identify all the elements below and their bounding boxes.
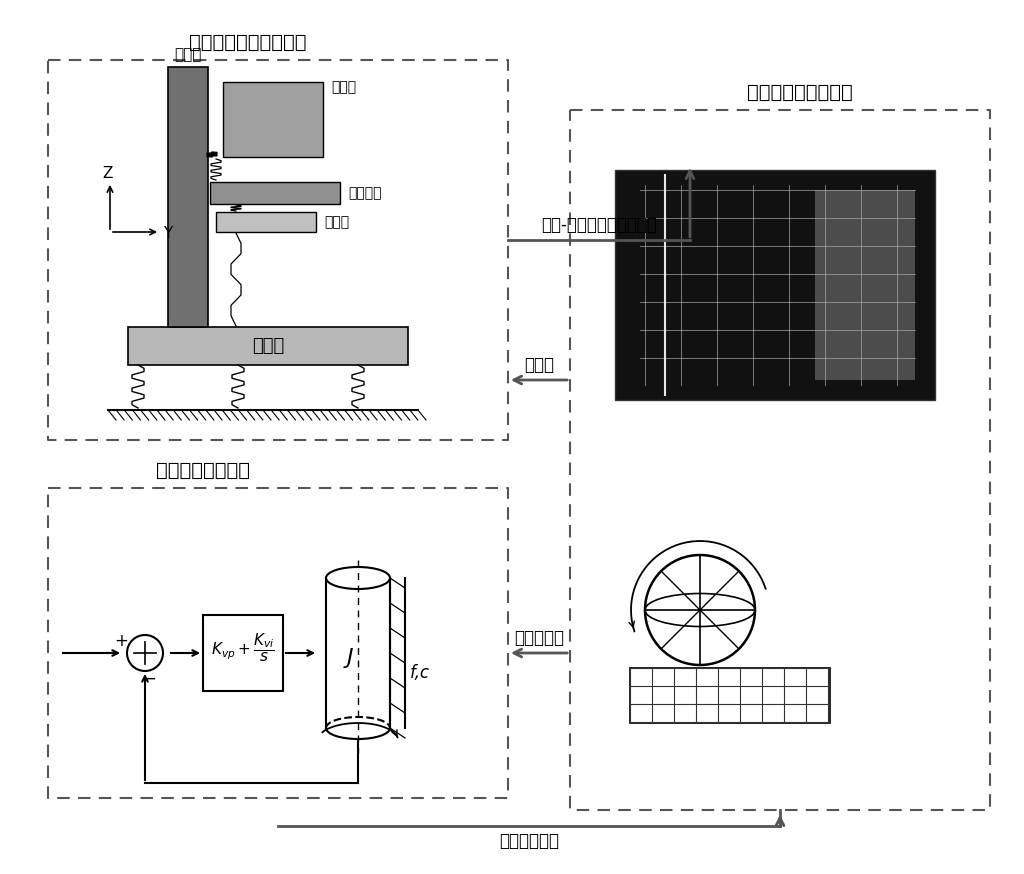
Polygon shape — [815, 190, 915, 380]
Text: 切削力: 切削力 — [524, 356, 554, 374]
Text: $K_{vp}+\dfrac{K_{vi}}{s}$: $K_{vp}+\dfrac{K_{vi}}{s}$ — [211, 632, 275, 664]
Polygon shape — [128, 327, 408, 365]
Text: サドル: サドル — [324, 215, 349, 229]
Ellipse shape — [326, 567, 390, 589]
Text: 工作機械の振動モデル: 工作機械の振動モデル — [189, 32, 307, 52]
Text: f,c: f,c — [410, 664, 430, 682]
Text: 主軸頭: 主軸頭 — [331, 80, 356, 94]
Polygon shape — [615, 170, 935, 400]
Text: ベッド: ベッド — [252, 337, 284, 355]
Text: +: + — [114, 632, 128, 650]
Text: 主軸駆動系モデル: 主軸駆動系モデル — [156, 461, 250, 480]
Polygon shape — [203, 615, 283, 691]
Text: −: − — [142, 670, 156, 688]
Text: テーブル: テーブル — [348, 186, 382, 200]
Text: 切削トルク: 切削トルク — [514, 629, 564, 647]
Polygon shape — [168, 67, 208, 327]
Text: 工具回転角度: 工具回転角度 — [499, 832, 559, 850]
Text: 切削シミュレーター: 切削シミュレーター — [748, 82, 853, 101]
Text: コラム: コラム — [174, 47, 202, 63]
Polygon shape — [223, 82, 323, 157]
Text: 工具-工作物間の相対変位: 工具-工作物間の相対変位 — [541, 216, 657, 234]
Polygon shape — [210, 182, 340, 204]
Text: Z: Z — [102, 167, 114, 182]
Polygon shape — [216, 212, 316, 232]
Text: J: J — [347, 648, 353, 668]
Text: Y: Y — [164, 226, 173, 241]
